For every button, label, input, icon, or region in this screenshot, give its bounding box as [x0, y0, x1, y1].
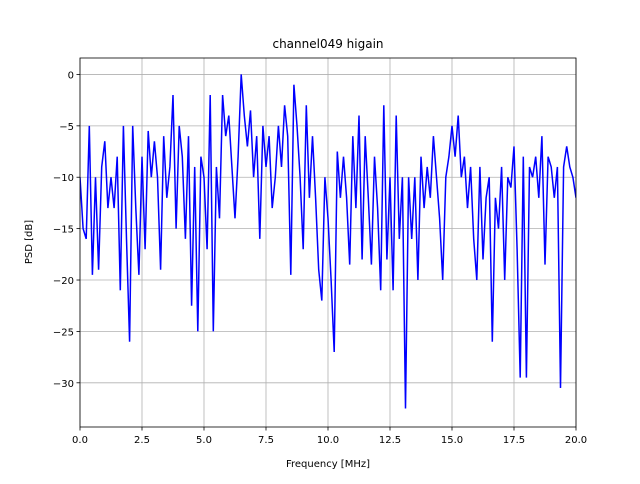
x-axis-label: Frequency [MHz] [286, 459, 370, 470]
x-tick-label: 0.0 [72, 435, 88, 446]
x-tick-label: 15.0 [441, 435, 463, 446]
y-tick-label: −25 [53, 327, 74, 338]
y-tick-label: −30 [53, 379, 74, 390]
y-tick-label: −10 [53, 173, 74, 184]
x-tick-label: 17.5 [503, 435, 525, 446]
x-tick-label: 10.0 [317, 435, 339, 446]
x-tick-label: 20.0 [565, 435, 587, 446]
y-axis-label: PSD [dB] [24, 220, 35, 264]
x-tick-label: 5.0 [196, 435, 212, 446]
line-series [80, 74, 576, 409]
y-tick-label: 0 [68, 70, 74, 81]
y-tick-label: −5 [59, 122, 74, 133]
x-tick-label: 2.5 [134, 435, 150, 446]
x-tick-label: 7.5 [258, 435, 274, 446]
chart-title: channel049 higain [272, 37, 383, 51]
y-tick-label: −15 [53, 225, 74, 236]
plot-frame [79, 57, 577, 428]
x-tick-label: 12.5 [379, 435, 401, 446]
y-tick-label: −20 [53, 276, 74, 287]
